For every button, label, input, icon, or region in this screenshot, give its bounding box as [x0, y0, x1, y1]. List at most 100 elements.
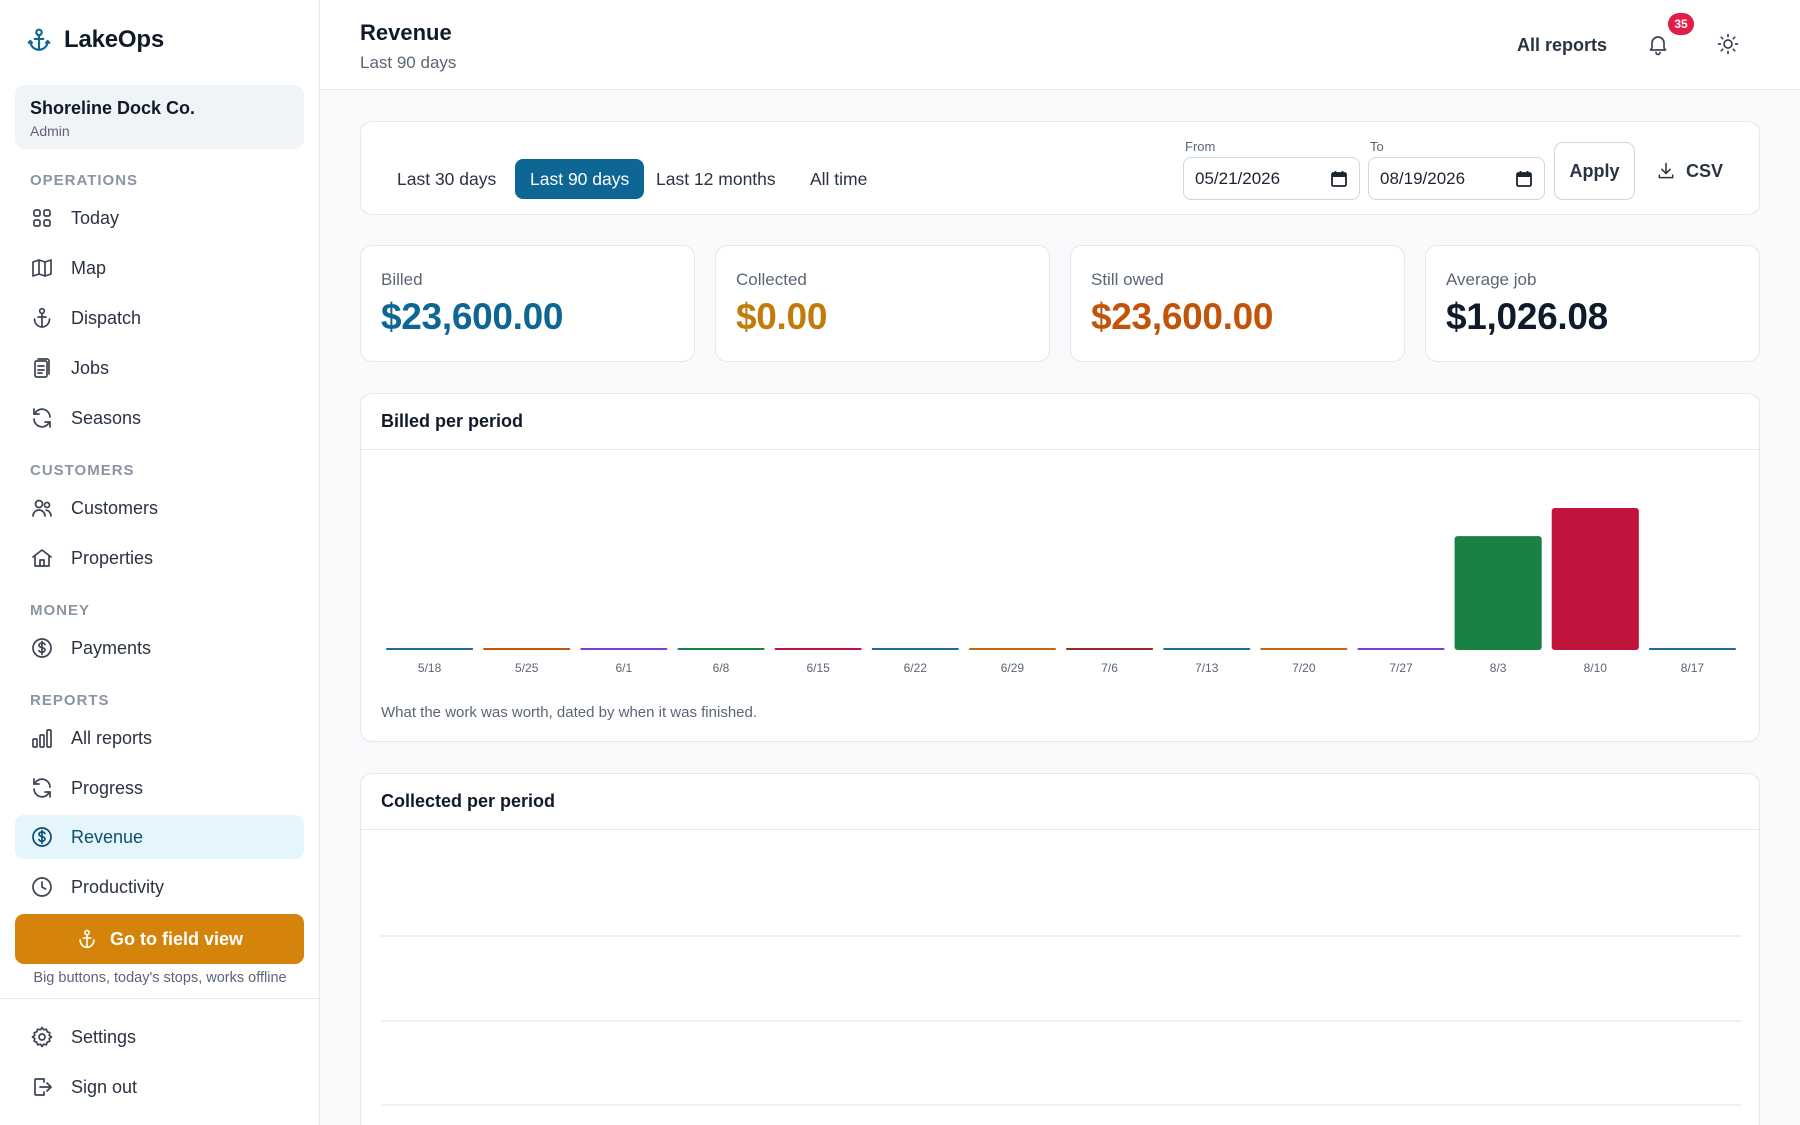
x-tick-label: 5/18	[418, 661, 442, 675]
home-icon	[30, 546, 54, 570]
map-icon	[30, 256, 54, 280]
page-subtitle: Last 90 days	[360, 53, 457, 72]
sidebar-item-properties[interactable]: Properties	[15, 536, 304, 580]
sidebar-item-label: Productivity	[71, 876, 165, 897]
range-tab-12-months[interactable]: Last 12 months	[656, 168, 776, 189]
sidebar-item-settings[interactable]: Settings	[15, 1015, 304, 1059]
sidebar-item-customers[interactable]: Customers	[15, 486, 304, 530]
range-tab-90-days[interactable]: Last 90 days	[515, 159, 645, 199]
stat-value: $23,600.00	[1091, 296, 1274, 337]
x-tick-label: 6/8	[713, 661, 730, 675]
sidebar-item-sign-out[interactable]: Sign out	[15, 1065, 304, 1109]
collected-chart-card: Collected per period	[360, 773, 1760, 1125]
stat-card-collected: Collected $0.00	[715, 245, 1050, 362]
stat-card-still-owed: Still owed $23,600.00	[1070, 245, 1405, 362]
to-date-value: 08/19/2026	[1380, 168, 1466, 188]
field-view-button[interactable]: Go to field view	[15, 914, 304, 964]
sidebar-item-label: Customers	[71, 497, 159, 518]
sidebar: LakeOps Shoreline Dock Co. Admin OPERATI…	[0, 0, 320, 1125]
apply-button[interactable]: Apply	[1554, 142, 1635, 200]
stat-label: Billed	[381, 270, 423, 289]
bar-5-25[interactable]	[483, 648, 571, 650]
section-label-customers: CUSTOMERS	[30, 462, 135, 479]
refresh-icon	[30, 776, 54, 800]
x-tick-label: 5/25	[515, 661, 539, 675]
bar-5-18[interactable]	[386, 648, 474, 650]
bar-7-20[interactable]	[1260, 648, 1348, 650]
sidebar-item-label: Properties	[71, 547, 154, 568]
chart-caption: What the work was worth, dated by when i…	[381, 704, 758, 721]
sidebar-item-productivity[interactable]: Productivity	[15, 865, 304, 909]
bar-7-27[interactable]	[1357, 648, 1445, 650]
grid-icon	[30, 206, 54, 230]
bar-6-1[interactable]	[580, 648, 668, 650]
anchor-icon	[79, 929, 95, 949]
range-filter-bar: Last 30 days Last 90 days Last 12 months…	[360, 121, 1760, 215]
to-label: To	[1370, 139, 1384, 154]
x-tick-label: 7/6	[1101, 661, 1118, 675]
brand[interactable]: LakeOps	[26, 26, 164, 54]
bar-6-8[interactable]	[677, 648, 765, 650]
x-tick-label: 6/1	[616, 661, 633, 675]
sidebar-item-label: Jobs	[71, 357, 110, 378]
bar-7-6[interactable]	[1066, 648, 1154, 650]
dollar-circle-icon	[30, 636, 54, 660]
bar-8-3[interactable]	[1454, 536, 1542, 650]
sign-out-icon	[30, 1075, 54, 1099]
from-date-input[interactable]: 05/21/2026	[1183, 157, 1360, 200]
bar-7-13[interactable]	[1163, 648, 1251, 650]
bar-6-22[interactable]	[871, 648, 959, 650]
sidebar-item-payments[interactable]: Payments	[15, 626, 304, 670]
clipboard-icon	[30, 356, 54, 380]
download-icon	[1658, 162, 1674, 179]
anchor-icon	[27, 28, 51, 51]
sidebar-item-seasons[interactable]: Seasons	[15, 396, 304, 440]
sidebar-item-progress[interactable]: Progress	[15, 766, 304, 810]
stat-label: Average job	[1446, 270, 1537, 289]
sidebar-item-revenue[interactable]: Revenue	[15, 815, 304, 859]
sidebar-item-all-reports[interactable]: All reports	[15, 716, 304, 760]
range-tab-30-days[interactable]: Last 30 days	[397, 168, 497, 189]
billed-chart-card: Billed per period 5/18 5/25 6/1 6/8 6/15 6/22…	[360, 393, 1760, 742]
sidebar-item-dispatch[interactable]: Dispatch	[15, 296, 304, 340]
sidebar-item-label: Seasons	[71, 407, 142, 428]
bar-6-15[interactable]	[774, 648, 862, 650]
bar-8-10[interactable]	[1551, 508, 1639, 650]
sidebar-item-today[interactable]: Today	[15, 196, 304, 240]
anchor-icon	[30, 306, 54, 330]
x-tick-label: 8/3	[1490, 661, 1507, 675]
collected-bar-chart	[381, 935, 1741, 1106]
from-date-value: 05/21/2026	[1195, 168, 1281, 188]
org-switcher[interactable]: Shoreline Dock Co. Admin	[15, 85, 304, 149]
from-label: From	[1185, 139, 1216, 154]
sidebar-divider	[0, 998, 320, 999]
notification-badge: 35	[1668, 13, 1694, 35]
chart-title: Collected per period	[361, 774, 1759, 830]
org-name: Shoreline Dock Co.	[30, 98, 196, 118]
csv-label: CSV	[1686, 160, 1724, 181]
calendar-icon[interactable]	[1331, 170, 1347, 187]
sidebar-item-label: All reports	[71, 727, 153, 748]
stat-value: $1,026.08	[1446, 296, 1608, 337]
to-date-input[interactable]: 08/19/2026	[1368, 157, 1545, 200]
sidebar-item-label: Dispatch	[71, 307, 142, 328]
bell-icon[interactable]	[1646, 32, 1670, 56]
sun-icon[interactable]	[1716, 32, 1740, 56]
stat-card-average-job: Average job $1,026.08	[1425, 245, 1760, 362]
section-label-money: MONEY	[30, 602, 91, 619]
clock-icon	[30, 875, 54, 899]
sidebar-item-jobs[interactable]: Jobs	[15, 346, 304, 390]
csv-export-button[interactable]: CSV	[1656, 152, 1723, 190]
sidebar-item-map[interactable]: Map	[15, 246, 304, 290]
calendar-icon[interactable]	[1516, 170, 1532, 187]
section-label-reports: REPORTS	[30, 692, 110, 709]
bar-6-29[interactable]	[968, 648, 1056, 650]
billed-bar-chart: 5/18 5/25 6/1 6/8 6/15 6/22 6/29 7/6 7/13 7/20 7/2…	[386, 508, 1736, 675]
dollar-circle-icon	[30, 825, 54, 849]
all-reports-link[interactable]: All reports	[1517, 35, 1608, 55]
stat-label: Collected	[736, 270, 807, 289]
stat-value: $0.00	[736, 296, 828, 337]
bar-8-17[interactable]	[1648, 648, 1736, 650]
range-tab-all-time[interactable]: All time	[810, 168, 868, 189]
x-tick-label: 6/22	[904, 661, 928, 675]
